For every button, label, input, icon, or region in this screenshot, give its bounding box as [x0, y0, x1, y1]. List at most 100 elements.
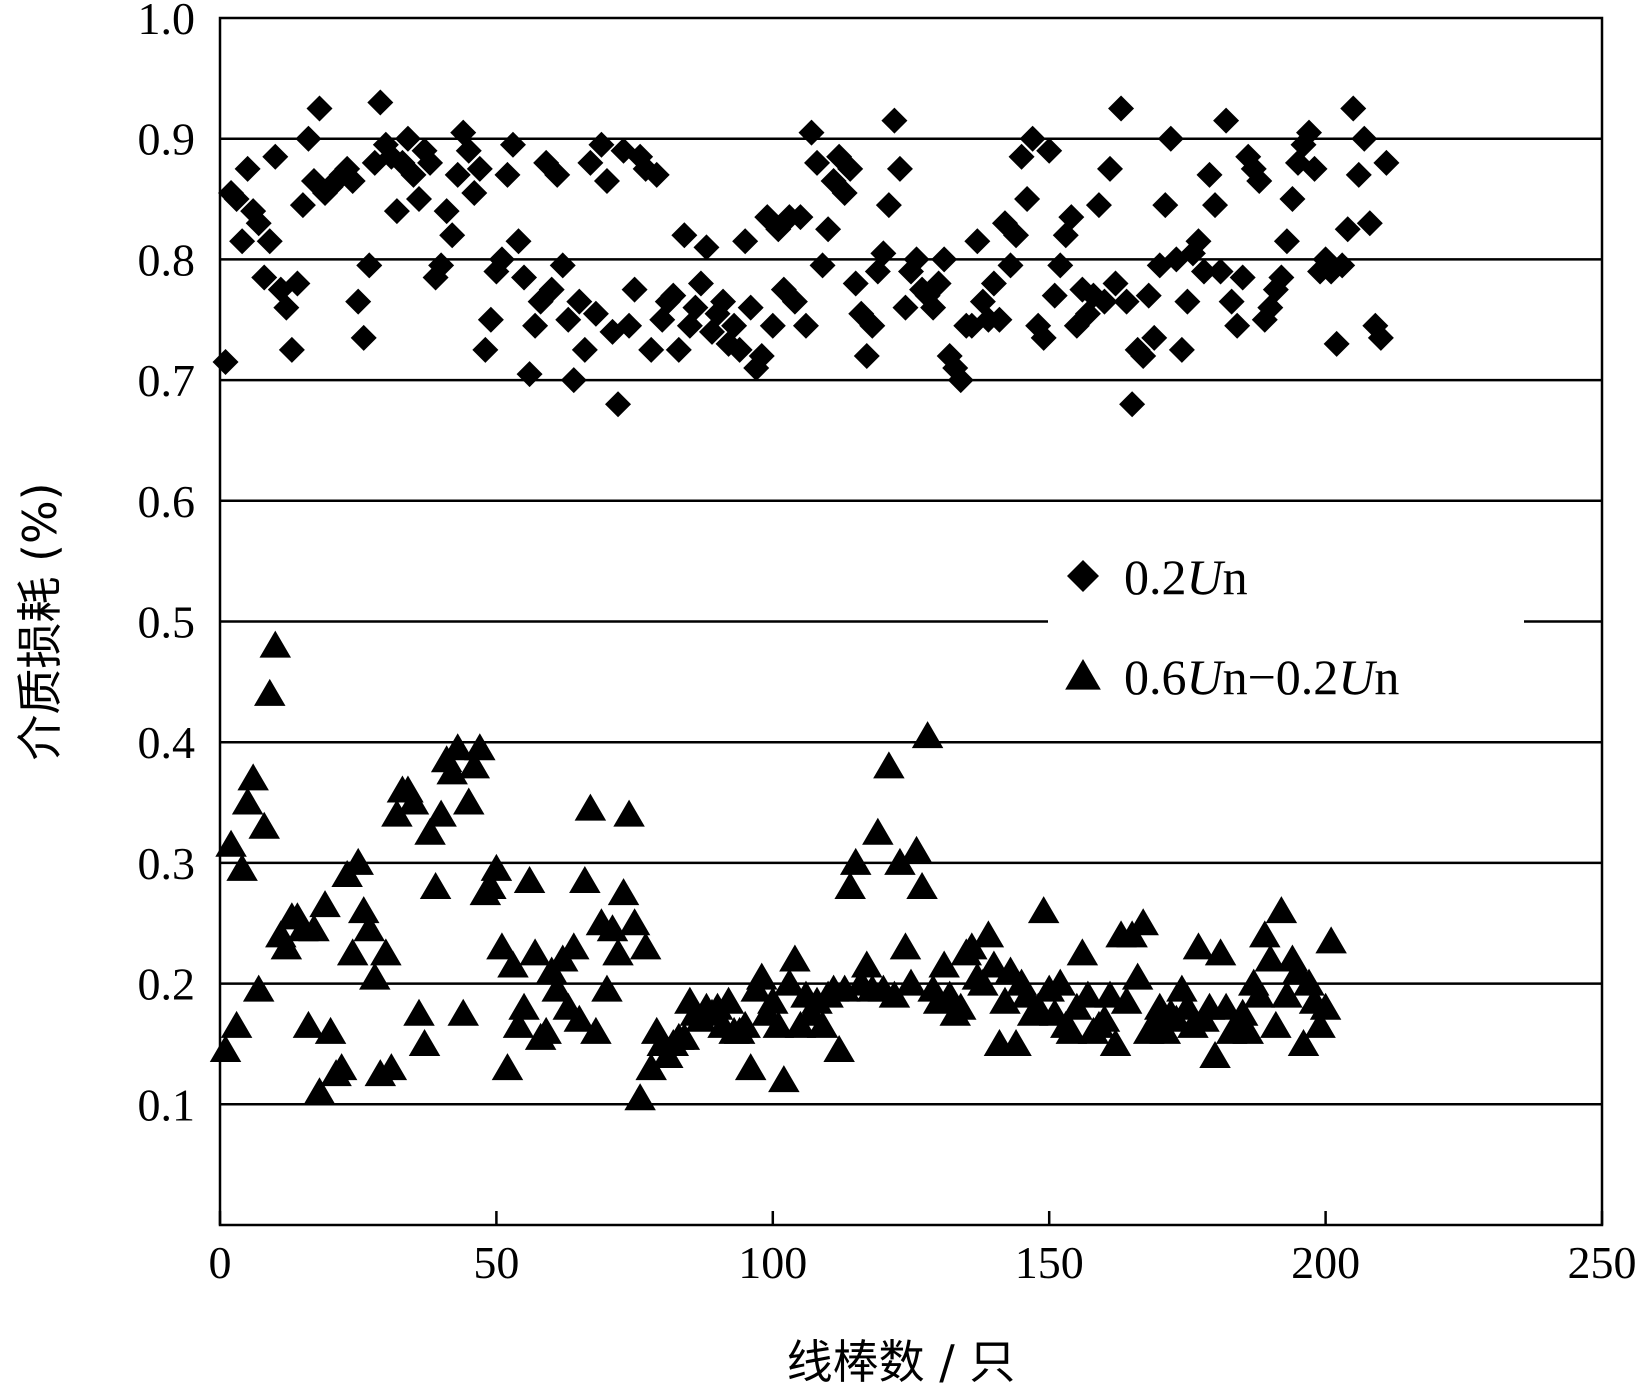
- triangle-point: [928, 950, 960, 978]
- triangle-point: [1027, 896, 1060, 924]
- x-tick-label: 200: [1291, 1237, 1360, 1288]
- triangle-point: [508, 992, 540, 1020]
- triangle-point: [215, 829, 247, 857]
- diamond-point: [571, 336, 598, 363]
- diamond-point: [566, 288, 593, 315]
- diamond-point: [560, 367, 587, 394]
- diamond-point: [693, 234, 720, 261]
- diamond-point: [229, 228, 256, 255]
- diamond-point: [621, 276, 648, 303]
- diamond-point: [295, 125, 322, 152]
- legend: 0.2Un 0.6Un−0.2Un: [1065, 549, 1399, 705]
- y-tick-label: 0.1: [138, 1079, 196, 1130]
- legend-label: 0.6Un−0.2Un: [1124, 649, 1399, 705]
- triangle-point: [1127, 908, 1159, 936]
- diamond-point: [903, 246, 930, 273]
- triangle-point: [1271, 980, 1303, 1008]
- triangle-point: [1210, 992, 1242, 1020]
- triangle-point: [458, 751, 491, 779]
- diamond-point: [804, 149, 831, 176]
- x-tick-label: 150: [1015, 1237, 1084, 1288]
- triangle-point: [607, 878, 640, 906]
- diamond-point: [345, 288, 372, 315]
- diamond-point: [1190, 258, 1217, 285]
- triangle-point: [956, 932, 988, 960]
- diamond-point: [1047, 252, 1074, 279]
- triangle-point: [502, 1010, 535, 1038]
- y-tick-label: 0.8: [138, 234, 196, 285]
- diamond-point: [1119, 391, 1146, 418]
- diamond-point: [1168, 336, 1195, 363]
- triangle-point: [1088, 1004, 1121, 1032]
- y-axis-label: 介质损耗 (%): [13, 482, 67, 760]
- triangle-point: [563, 1004, 596, 1032]
- diamond-point: [1229, 264, 1256, 291]
- triangle-point: [209, 1034, 242, 1062]
- triangle-point: [580, 1016, 612, 1044]
- triangle-point: [629, 932, 662, 960]
- x-tick-labels: 0 50 100 150 200 250: [209, 1237, 1637, 1288]
- diamond-point: [748, 342, 775, 369]
- triangle-point: [978, 950, 1010, 978]
- triangle-point: [1072, 980, 1104, 1008]
- triangle-point: [591, 974, 623, 1002]
- triangle-point: [884, 847, 916, 875]
- y-tick-label: 0.6: [138, 476, 196, 527]
- diamond-point: [499, 131, 526, 158]
- triangle-point: [441, 733, 474, 761]
- triangle-point: [1044, 968, 1077, 996]
- y-tick-label: 0.9: [138, 114, 196, 165]
- diamond-point: [444, 161, 471, 188]
- y-tick-label: 1.0: [138, 0, 196, 44]
- triangle-point: [889, 932, 922, 960]
- triangle-point: [309, 890, 341, 918]
- diamond-point: [577, 149, 604, 176]
- diamond-point: [1207, 258, 1234, 285]
- diamond-point: [1196, 161, 1223, 188]
- triangle-point: [839, 847, 872, 875]
- diamond-point: [1296, 119, 1323, 146]
- diamond-point: [1141, 324, 1168, 351]
- diamond-point: [721, 312, 748, 339]
- diamond-point: [881, 107, 908, 134]
- triangle-point: [336, 938, 369, 966]
- triangle-point: [757, 986, 789, 1014]
- diamond-point: [1273, 228, 1300, 255]
- triangle-point: [303, 1077, 336, 1105]
- triangle-point: [1309, 992, 1342, 1020]
- triangle-point: [1055, 1016, 1088, 1044]
- diamond-point: [461, 180, 488, 207]
- diamond-point: [947, 367, 974, 394]
- triangle-point: [248, 811, 280, 839]
- triangle-point: [558, 932, 590, 960]
- diamond-point: [837, 155, 864, 182]
- triangle-point: [447, 998, 479, 1026]
- triangle-point: [541, 974, 573, 1002]
- diamond-point: [616, 312, 643, 339]
- diamond-point: [665, 336, 692, 363]
- x-axis-label: 线棒数 / 只: [787, 1335, 1016, 1389]
- diamond-point: [394, 125, 421, 152]
- diamond-point: [980, 270, 1007, 297]
- triangle-point: [1182, 932, 1215, 960]
- y-tick-label: 0.4: [138, 717, 196, 768]
- triangle-point: [1121, 962, 1154, 990]
- diamond-point: [638, 336, 665, 363]
- diamond-point: [406, 186, 433, 213]
- diamond-point: [488, 246, 515, 273]
- diamond-point: [870, 240, 897, 267]
- triangle-point: [353, 914, 386, 942]
- triangle-point: [375, 1053, 408, 1081]
- y-tick-label: 0.2: [138, 959, 196, 1010]
- diamond-point: [605, 391, 632, 418]
- diamond-point: [544, 161, 571, 188]
- diamond-point: [1019, 125, 1046, 152]
- diamond-point: [466, 155, 493, 182]
- triangle-point: [762, 1010, 795, 1038]
- diamond-point: [455, 137, 482, 164]
- diamond-point: [234, 155, 261, 182]
- diamond-point: [1334, 216, 1361, 243]
- axis-ticks: [218, 1211, 1604, 1225]
- triangle-point: [453, 787, 485, 815]
- diamond-point: [1345, 161, 1372, 188]
